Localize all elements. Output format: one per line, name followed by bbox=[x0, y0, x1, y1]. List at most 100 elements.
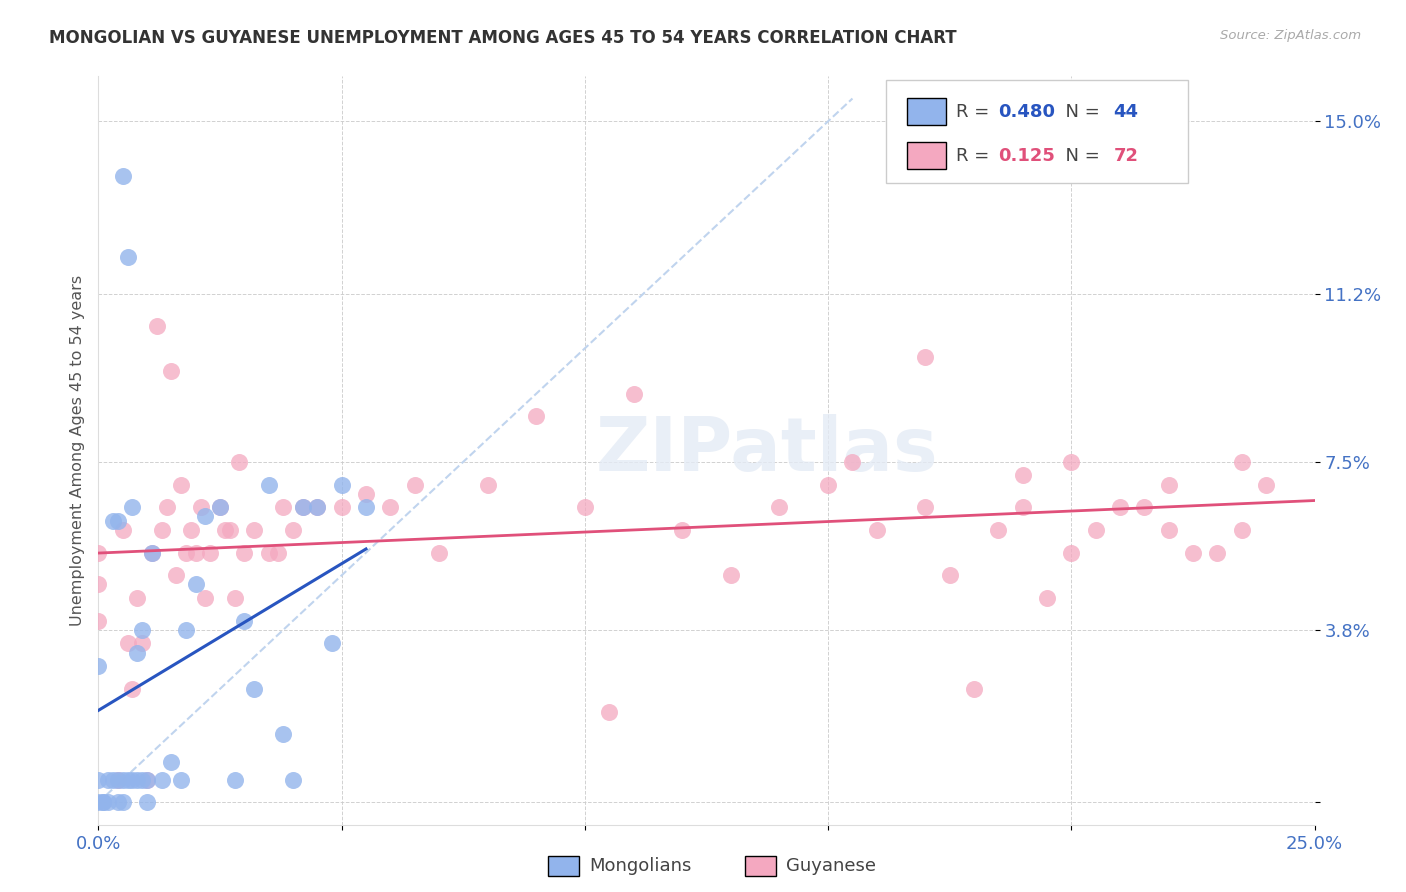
Point bbox=[117, 636, 139, 650]
Point bbox=[963, 681, 986, 696]
Point bbox=[87, 772, 110, 787]
Point bbox=[228, 455, 250, 469]
Point bbox=[243, 523, 266, 537]
Point bbox=[477, 477, 499, 491]
Point bbox=[380, 500, 402, 515]
Point bbox=[271, 727, 294, 741]
Point bbox=[281, 523, 304, 537]
Point bbox=[1060, 455, 1083, 469]
Point bbox=[291, 500, 314, 515]
Point bbox=[141, 546, 163, 560]
Point bbox=[257, 546, 280, 560]
Point bbox=[1011, 468, 1033, 483]
Point bbox=[107, 796, 129, 810]
Point bbox=[671, 523, 693, 537]
Point bbox=[107, 514, 129, 528]
Point bbox=[194, 509, 217, 524]
Point bbox=[404, 477, 426, 491]
Point bbox=[97, 796, 120, 810]
Point bbox=[224, 591, 246, 605]
Text: 0.480: 0.480 bbox=[998, 103, 1056, 120]
Text: Source: ZipAtlas.com: Source: ZipAtlas.com bbox=[1220, 29, 1361, 42]
Point bbox=[101, 772, 124, 787]
Point bbox=[136, 772, 159, 787]
Point bbox=[1036, 591, 1059, 605]
Point bbox=[184, 546, 207, 560]
Point bbox=[1206, 546, 1229, 560]
Point bbox=[307, 500, 329, 515]
Point bbox=[914, 351, 936, 365]
Point bbox=[121, 500, 143, 515]
Point bbox=[87, 796, 110, 810]
Point bbox=[117, 251, 139, 265]
Text: MONGOLIAN VS GUYANESE UNEMPLOYMENT AMONG AGES 45 TO 54 YEARS CORRELATION CHART: MONGOLIAN VS GUYANESE UNEMPLOYMENT AMONG… bbox=[49, 29, 957, 46]
Text: R =: R = bbox=[956, 146, 1001, 165]
Text: N =: N = bbox=[1054, 103, 1107, 120]
Point bbox=[224, 772, 246, 787]
Point bbox=[127, 646, 149, 660]
Point bbox=[91, 796, 114, 810]
Point bbox=[150, 523, 173, 537]
Point bbox=[1254, 477, 1277, 491]
Point bbox=[1230, 523, 1253, 537]
Point bbox=[720, 568, 742, 582]
Text: 44: 44 bbox=[1114, 103, 1139, 120]
Point bbox=[150, 772, 173, 787]
Point bbox=[87, 546, 110, 560]
Point bbox=[87, 659, 110, 673]
Text: Mongolians: Mongolians bbox=[589, 857, 692, 875]
Point bbox=[155, 500, 177, 515]
Point bbox=[987, 523, 1010, 537]
Point bbox=[330, 500, 353, 515]
Point bbox=[598, 705, 620, 719]
Point bbox=[87, 614, 110, 628]
Point bbox=[1011, 500, 1033, 515]
Point bbox=[841, 455, 863, 469]
Point bbox=[243, 681, 266, 696]
Point bbox=[307, 500, 329, 515]
Point bbox=[131, 623, 153, 637]
Point bbox=[1157, 523, 1180, 537]
Point bbox=[1060, 546, 1083, 560]
Point bbox=[866, 523, 889, 537]
Point bbox=[1084, 523, 1107, 537]
Text: R =: R = bbox=[956, 103, 995, 120]
Point bbox=[170, 477, 193, 491]
Point bbox=[257, 477, 280, 491]
Point bbox=[121, 681, 143, 696]
Point bbox=[200, 546, 222, 560]
Point bbox=[427, 546, 450, 560]
Point bbox=[146, 318, 169, 333]
Text: ZIPatlas: ZIPatlas bbox=[596, 414, 939, 487]
Point bbox=[131, 636, 153, 650]
Text: Guyanese: Guyanese bbox=[786, 857, 876, 875]
Point bbox=[768, 500, 790, 515]
Point bbox=[190, 500, 212, 515]
Point bbox=[101, 514, 124, 528]
Point bbox=[1157, 477, 1180, 491]
Point bbox=[174, 623, 197, 637]
Point bbox=[111, 523, 134, 537]
Point bbox=[817, 477, 839, 491]
Point bbox=[291, 500, 314, 515]
Text: 72: 72 bbox=[1114, 146, 1139, 165]
Point bbox=[111, 169, 134, 183]
Point bbox=[1133, 500, 1156, 515]
Point bbox=[321, 636, 343, 650]
Point bbox=[97, 772, 120, 787]
Point bbox=[330, 477, 353, 491]
Point bbox=[160, 364, 183, 378]
Point bbox=[218, 523, 240, 537]
Point bbox=[127, 591, 149, 605]
Point bbox=[127, 772, 149, 787]
Point bbox=[174, 546, 197, 560]
Point bbox=[136, 772, 159, 787]
Point bbox=[160, 755, 183, 769]
Point bbox=[141, 546, 163, 560]
Point bbox=[914, 500, 936, 515]
Point bbox=[121, 772, 143, 787]
Point bbox=[281, 772, 304, 787]
Point bbox=[1182, 546, 1205, 560]
Point bbox=[233, 546, 256, 560]
Y-axis label: Unemployment Among Ages 45 to 54 years: Unemployment Among Ages 45 to 54 years bbox=[69, 275, 84, 626]
